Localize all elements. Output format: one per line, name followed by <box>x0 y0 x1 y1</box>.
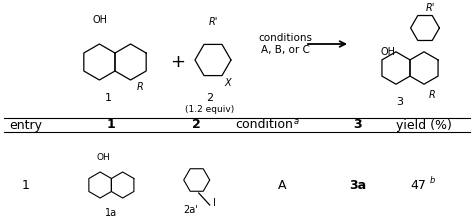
Text: R': R' <box>208 17 218 27</box>
Text: 2: 2 <box>207 93 214 103</box>
Text: OH: OH <box>97 153 110 161</box>
Text: R': R' <box>425 3 435 13</box>
Text: conditions: conditions <box>258 33 312 43</box>
Text: a: a <box>293 117 299 127</box>
Text: condition: condition <box>235 119 293 131</box>
Text: 1: 1 <box>22 178 30 192</box>
Text: +: + <box>171 53 185 71</box>
Text: 3a: 3a <box>349 178 366 192</box>
Text: OH: OH <box>92 15 108 25</box>
Text: 1: 1 <box>104 93 111 103</box>
Text: yield (%): yield (%) <box>396 119 452 131</box>
Text: X: X <box>225 78 231 88</box>
Text: 3: 3 <box>354 119 362 131</box>
Text: 1a: 1a <box>105 208 118 218</box>
Text: I: I <box>213 198 216 208</box>
Text: (1.2 equiv): (1.2 equiv) <box>185 105 235 115</box>
Text: R: R <box>428 90 436 100</box>
Text: 3: 3 <box>396 97 403 107</box>
Text: A, B, or C: A, B, or C <box>261 45 310 55</box>
Text: entry: entry <box>9 119 43 131</box>
Text: 2: 2 <box>192 119 201 131</box>
Text: 2a': 2a' <box>183 205 198 215</box>
Text: 1: 1 <box>107 119 116 131</box>
Text: A: A <box>278 178 286 192</box>
Text: b: b <box>429 176 435 184</box>
Text: R: R <box>137 82 143 92</box>
Text: OH: OH <box>381 47 395 57</box>
Text: 47: 47 <box>410 178 426 192</box>
